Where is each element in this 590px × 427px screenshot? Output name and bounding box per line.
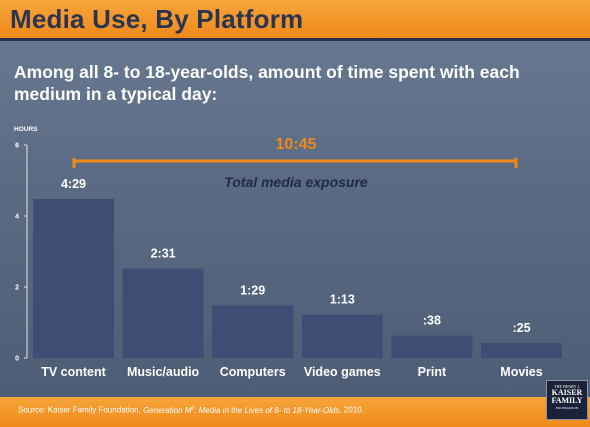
source-prefix: Source: Kaiser Family Foundation, [18, 405, 143, 415]
x-category-label: TV content [41, 365, 106, 379]
bar-data-label: :25 [512, 321, 530, 335]
bar-data-label: 2:31 [151, 247, 176, 261]
page-title: Media Use, By Platform [10, 4, 304, 34]
bar [212, 305, 294, 358]
bar [391, 335, 473, 358]
chart-subtitle: Among all 8- to 18-year-olds, amount of … [14, 62, 520, 104]
bar-data-label: 1:13 [330, 293, 355, 307]
title-bar: Media Use, By Platform [0, 0, 590, 38]
source-note: Source: Kaiser Family Foundation, Genera… [18, 405, 364, 415]
source-title-sup: 2 [191, 405, 195, 411]
source-title-a: Generation M [142, 405, 192, 415]
bar [33, 198, 114, 358]
total-caption: Total media exposure [224, 174, 368, 190]
y-tick-label: 4 [15, 214, 19, 221]
logo-line2a: KAISER [551, 388, 583, 397]
bar [122, 268, 204, 358]
footer-bar [0, 397, 590, 427]
y-axis-label: HOURS [14, 126, 38, 133]
x-category-label: Video games [304, 365, 381, 379]
title-divider [0, 38, 590, 41]
y-tick-label: 0 [15, 356, 19, 363]
y-tick-label: 2 [15, 285, 19, 292]
x-category-label: Movies [500, 365, 542, 379]
logo-line1: THE HENRY J. [554, 384, 580, 389]
logo-line3: FOUNDATION [555, 406, 579, 410]
kaiser-family-foundation-logo: THE HENRY J. KAISER FAMILY FOUNDATION [546, 380, 588, 420]
logo-line2b: FAMILY [551, 396, 583, 405]
bar [301, 314, 383, 358]
total-value-label: 10:45 [276, 136, 317, 153]
bar-data-label: 4:29 [61, 177, 86, 191]
x-category-label: Music/audio [127, 365, 200, 379]
source-title: Generation M2: Media in the Lives of 8- … [142, 405, 340, 415]
x-category-label: Computers [220, 365, 286, 379]
x-category-label: Print [418, 365, 447, 379]
bar-data-label: :38 [423, 314, 441, 328]
bar-data-label: 1:29 [240, 283, 265, 297]
y-tick-label: 6 [15, 143, 19, 150]
source-title-b: : Media in the Lives of 8- to 18-Year-Ol… [194, 405, 340, 415]
source-suffix: , 2010. [339, 405, 364, 415]
bar [481, 343, 562, 358]
